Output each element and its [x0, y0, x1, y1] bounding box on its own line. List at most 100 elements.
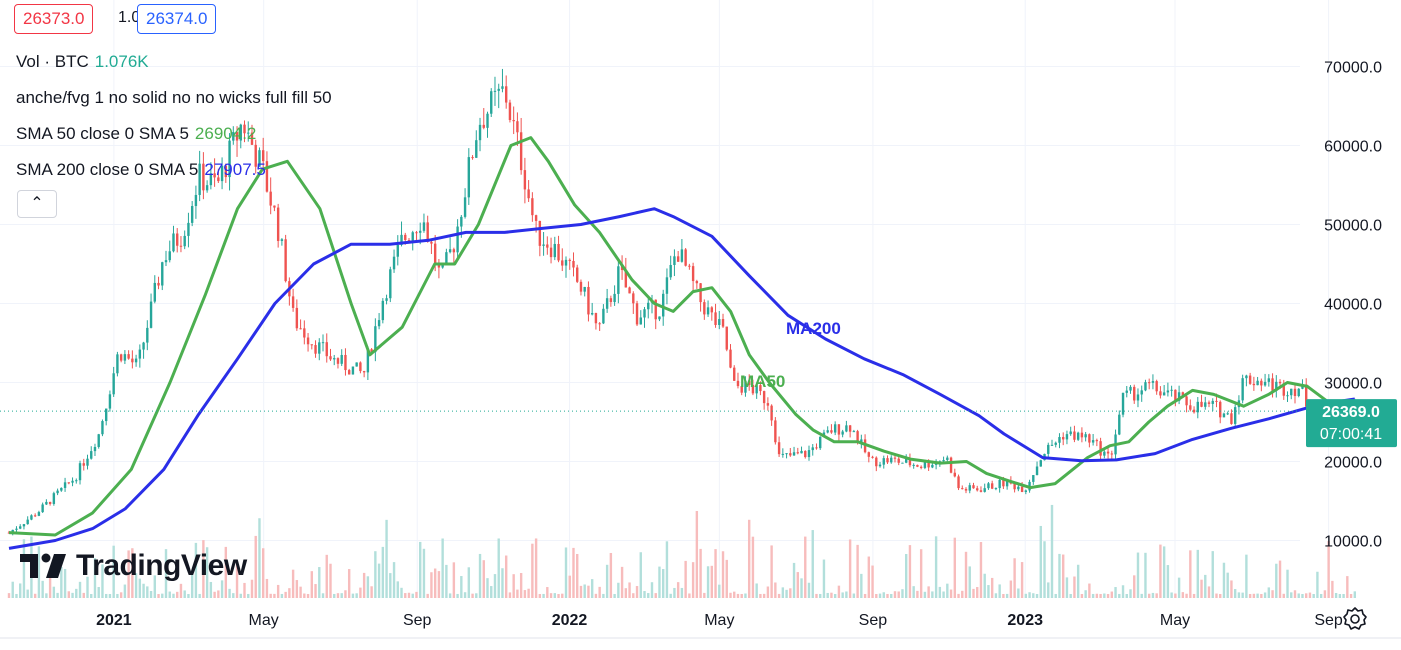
volume-bar — [329, 563, 332, 598]
volume-bar — [751, 536, 755, 598]
volume-bar — [871, 565, 874, 598]
candle-body — [613, 293, 616, 303]
volume-bar — [262, 548, 265, 598]
volume-bar — [688, 593, 691, 598]
candle-body — [138, 349, 142, 359]
x-tick-label: May — [249, 612, 279, 629]
volume-bar — [247, 593, 250, 598]
volume-bar — [456, 593, 459, 598]
volume-bar — [557, 593, 560, 598]
legend-indicator[interactable]: anche/fvg 1 no solid no no wicks full fi… — [16, 88, 332, 108]
legend-sma200[interactable]: SMA 200 close 0 SMA 5 27907.5 — [16, 160, 266, 180]
candle-body — [119, 354, 123, 361]
volume-bar — [11, 581, 14, 598]
volume-bar — [594, 593, 598, 598]
candle-body — [179, 245, 183, 247]
candle-body — [366, 349, 370, 373]
candle-body — [927, 461, 930, 468]
volume-bar — [1241, 592, 1244, 598]
volume-bar — [194, 542, 198, 598]
collapse-legend-button[interactable]: ⌃ — [17, 190, 57, 218]
volume-bar — [733, 591, 736, 598]
gear-icon[interactable] — [1342, 606, 1368, 632]
candle-body — [1219, 401, 1222, 418]
moving-average-lines — [8, 136, 1356, 550]
volume-bar — [1196, 549, 1199, 598]
volume-bar — [1080, 593, 1084, 598]
volume-bar — [497, 538, 500, 598]
volume-bar — [796, 572, 799, 598]
volume-bar — [1174, 593, 1177, 598]
bid-price-button[interactable]: 26373.0 — [14, 4, 94, 34]
candle-body — [1020, 486, 1024, 492]
volume-bar — [1282, 593, 1285, 598]
volume-bar — [1084, 590, 1087, 598]
candle-body — [785, 453, 788, 455]
candle-body — [295, 307, 299, 329]
volume-bar — [923, 591, 927, 598]
volume-bar — [1271, 590, 1274, 598]
candle-body — [946, 457, 949, 461]
volume-bar — [998, 584, 1001, 598]
volume-bar — [1207, 586, 1211, 598]
volume-bar — [26, 589, 29, 598]
candle-body — [1245, 375, 1248, 379]
candle-body — [1200, 401, 1203, 407]
candle-body — [1110, 453, 1114, 455]
candle-body — [123, 354, 127, 361]
candle-body — [856, 431, 859, 443]
volume-bar — [990, 577, 994, 598]
candle-body — [841, 431, 844, 435]
volume-bar — [957, 593, 960, 598]
candle-body — [684, 249, 687, 266]
volume-bar — [1118, 593, 1121, 598]
tradingview-logo[interactable]: TradingView — [18, 548, 247, 584]
volume-bar — [243, 582, 246, 598]
candle-body — [1106, 451, 1110, 454]
volume-bar — [1032, 593, 1035, 598]
candle-body — [176, 233, 179, 246]
x-tick-label: 2022 — [552, 612, 588, 629]
tradingview-mark-icon — [20, 553, 66, 578]
candle-body — [448, 249, 452, 253]
volume-bar — [209, 581, 213, 598]
volume-bar — [501, 568, 504, 598]
candle-body — [519, 132, 523, 171]
candle-body — [1073, 431, 1076, 440]
candle-body — [1054, 442, 1057, 445]
candle-body — [987, 483, 990, 489]
volume-bar — [1305, 593, 1308, 598]
volume-bar — [437, 571, 441, 598]
candle-body — [923, 461, 927, 468]
volume-bar — [269, 593, 272, 598]
volume-bar — [179, 583, 183, 598]
candle-body — [86, 458, 89, 466]
candle-body — [845, 425, 848, 432]
candle-body — [1305, 384, 1308, 407]
volume-bar — [856, 544, 859, 598]
candle-body — [1233, 407, 1237, 424]
volume-bar — [878, 593, 882, 598]
candle-body — [837, 424, 841, 435]
volume-bar — [781, 587, 785, 598]
volume-bar — [370, 586, 373, 598]
volume-bar — [362, 572, 366, 598]
volume-bar — [258, 518, 261, 598]
legend-sma50[interactable]: SMA 50 close 0 SMA 5 26904.2 — [16, 124, 256, 144]
volume-bar — [833, 594, 837, 598]
volume-bar — [605, 564, 609, 598]
ask-price-button[interactable]: 26374.0 — [137, 4, 217, 34]
legend-sma50-label: SMA 50 close 0 SMA 5 — [16, 124, 189, 143]
candle-body — [112, 373, 115, 395]
candle-body — [662, 293, 665, 317]
candle-body — [729, 349, 732, 368]
candle-body — [52, 493, 56, 504]
candle-body — [919, 466, 923, 468]
candle-body — [751, 384, 755, 394]
volume-bar — [804, 536, 807, 598]
legend-volume[interactable]: Vol · BTC 1.076K — [16, 52, 149, 72]
volume-bar — [463, 592, 467, 598]
volume-bar — [1159, 544, 1162, 598]
candle-body — [1136, 394, 1140, 401]
